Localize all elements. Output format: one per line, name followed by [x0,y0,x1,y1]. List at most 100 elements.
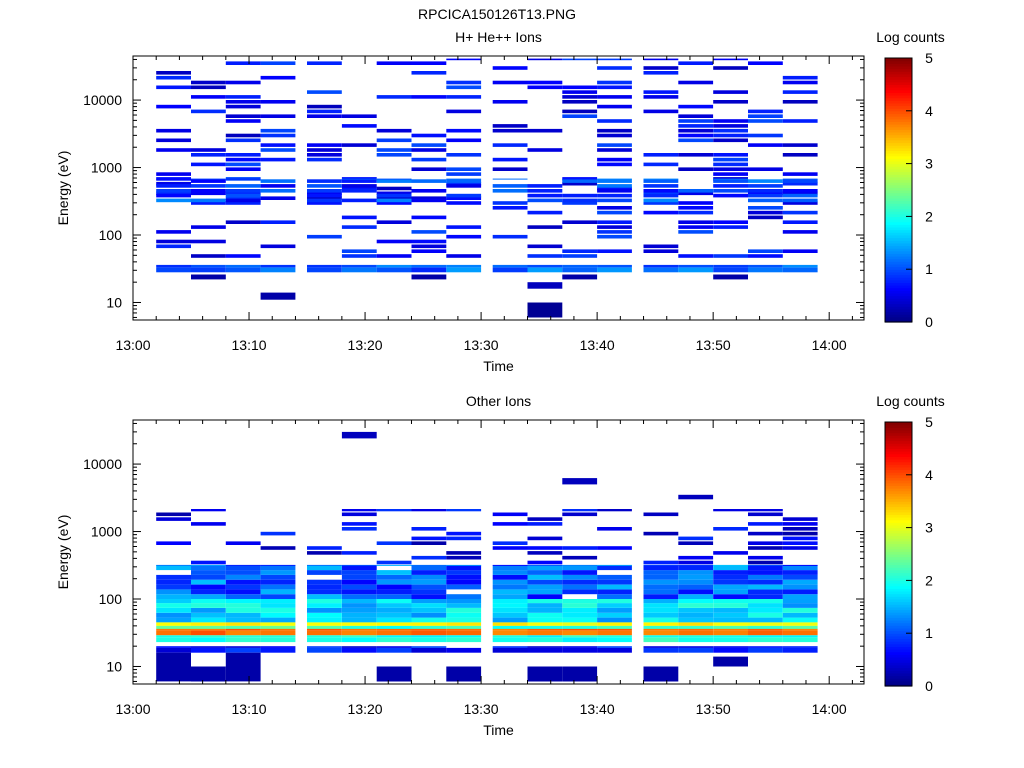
heatmap-cell [307,594,342,599]
heatmap-cell [748,546,783,550]
heatmap-cell [376,509,412,512]
heatmap-cell [411,274,447,280]
heatmap-cell [376,186,412,191]
heatmap-cell [597,178,632,180]
heatmap-cell [492,522,528,526]
heatmap-cell [597,594,632,599]
heatmap-cell [713,551,748,555]
heatmap-cell [341,589,377,595]
colorbar-segment [885,466,912,471]
heatmap-cell [782,153,818,157]
heatmap-cell [597,630,632,636]
heatmap-cell [341,599,377,604]
heatmap-cell [782,531,818,536]
heatmap-cell [411,215,447,220]
x-tick-label: 13:40 [580,701,615,717]
heatmap-cell [307,603,342,608]
heatmap-cell [376,617,412,623]
heatmap-cell [678,201,714,205]
heatmap-cell [782,191,818,196]
colorbar-segment [885,269,912,273]
heatmap-cell [191,647,226,653]
colorbar-segment [885,203,912,207]
heatmap-cell [527,594,563,599]
colorbar-segment [885,606,912,611]
heatmap-cell [191,608,226,613]
heatmap-cell [713,628,748,631]
colorbar-frame [884,57,913,323]
heatmap-cell [492,612,528,618]
heatmap-cell [156,104,191,109]
colorbar-segment [885,79,912,83]
colorbar-segment [885,279,912,283]
heatmap-cell [527,58,563,61]
heatmap-cell [260,133,296,138]
heatmap-cell [782,517,818,521]
heatmap-cell [446,153,482,157]
heatmap-cell [678,570,714,575]
heatmap-cell [341,512,377,517]
heatmap-cell [191,267,226,273]
heatmap-cell [643,646,679,648]
colorbar-segment [885,258,912,262]
heatmap-cell [260,128,296,133]
colorbar-segment [885,503,912,508]
colorbar-segment [885,509,912,513]
heatmap-cell [446,630,482,636]
heatmap-cell [191,109,226,114]
heatmap-cell [748,628,783,631]
heatmap-cell [713,564,748,566]
heatmap-cell [411,555,447,560]
heatmap-cell [411,599,447,604]
heatmap-cell [156,128,191,133]
heatmap-cell [225,584,261,590]
heatmap-cell [260,220,296,224]
heatmap-cell [782,584,818,590]
heatmap-cell [643,191,679,196]
heatmap-cell [260,565,296,571]
heatmap-cell [678,646,714,648]
heatmap-cell [260,646,296,648]
heatmap-cell [411,541,447,545]
heatmap-cell [562,85,598,90]
heatmap-cell [597,66,632,70]
heatmap-cell [411,527,447,531]
heatmap-cell [341,584,377,590]
heatmap-cell [191,85,226,90]
heatmap-cell [446,625,482,629]
colorbar-segment [885,453,912,457]
colorbar-tick-label: 2 [925,572,933,588]
heatmap-cell [643,58,679,61]
heatmap-cell [156,647,191,653]
heatmap-cell [492,100,528,104]
heatmap-cell [156,184,191,188]
heatmap-cell [597,622,632,626]
heatmap-cell [341,625,377,629]
heatmap-cell [376,599,412,604]
heatmap-cell [341,114,377,118]
heatmap-cell [562,178,598,180]
heatmap-cell [225,579,261,585]
heatmap-cell [678,564,714,566]
heatmap-cell [782,143,818,147]
heatmap-cell [713,220,748,224]
heatmap-cell [191,570,226,575]
heatmap-cell [748,574,783,580]
heatmap-cell [643,201,679,205]
heatmap-cell [562,267,598,273]
heatmap-cell [562,220,598,224]
heatmap-cell [527,193,563,198]
heatmap-cell [492,564,528,566]
heatmap-cell [446,536,482,541]
heatmap-cell [748,267,783,273]
heatmap-cell [782,178,818,180]
heatmap-cell [643,531,679,536]
heatmap-cell [562,608,598,613]
colorbar-segment [885,232,912,236]
heatmap-cell [446,570,482,575]
colorbar-segment [885,197,912,202]
colorbar-segment [885,646,912,650]
heatmap-cell [191,594,226,599]
heatmap-cell [562,647,598,653]
heatmap-cell [156,599,191,604]
